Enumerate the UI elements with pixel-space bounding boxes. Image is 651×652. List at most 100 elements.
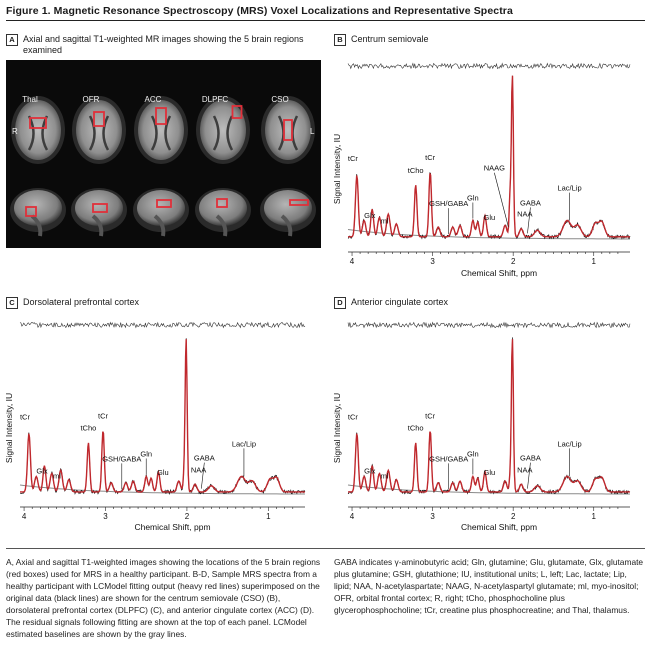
fit-line [348, 339, 630, 493]
peak-label: GABA [194, 454, 215, 463]
panel-b-letter: B [334, 34, 346, 46]
peak-label: GABA [520, 454, 541, 463]
axial-brain [15, 100, 61, 160]
x-axis-title: Chemical Shift, ppm [134, 522, 210, 532]
x-tick-label: 3 [103, 512, 108, 521]
x-tick-label: 4 [350, 512, 355, 521]
region-label: Thal [22, 95, 38, 104]
x-tick-label: 2 [511, 512, 516, 521]
peak-label: tCho [408, 166, 424, 175]
voxel-box [283, 119, 293, 141]
panel-b-title: Centrum semiovale [351, 34, 429, 44]
axial-ventricles [212, 115, 234, 151]
peak-label: GSH/GABA [102, 454, 141, 463]
region-label: CSO [271, 95, 288, 104]
x-axis-title: Chemical Shift, ppm [461, 268, 537, 278]
axial-ventricles [88, 115, 110, 151]
baseline-line [347, 229, 630, 240]
panel-d-title: Anterior cingulate cortex [351, 297, 449, 307]
x-tick-label: 2 [185, 512, 190, 521]
peak-label: tCho [408, 424, 424, 433]
panel-c-letter: C [6, 297, 18, 309]
peak-leader [494, 172, 509, 227]
peak-label: tCho [80, 424, 96, 433]
region-label: OFR [83, 95, 100, 104]
panel-c-header: C Dorsolateral prefrontal cortex [6, 297, 139, 309]
brainstem [91, 214, 104, 237]
peak-label: NAAG [484, 164, 505, 173]
region-label: ACC [145, 95, 162, 104]
peak-label: GABA [520, 198, 541, 207]
peak-leader [527, 207, 531, 234]
x-tick-label: 1 [266, 512, 271, 521]
peak-label: Gln [467, 194, 479, 203]
x-tick-label: 2 [511, 257, 516, 266]
peak-label: ml [53, 472, 61, 481]
peak-label: tCr [348, 412, 359, 421]
panel-b-header: B Centrum semiovale [334, 34, 429, 46]
voxel-box [155, 107, 167, 125]
panel-c-title: Dorsolateral prefrontal cortex [23, 297, 140, 307]
side-right-label: R [12, 127, 18, 136]
voxel-box [92, 203, 108, 213]
peak-label: Glx [36, 467, 48, 476]
panel-d-header: D Anterior cingulate cortex [334, 297, 448, 309]
caption-divider [6, 548, 645, 549]
peak-label: Gln [467, 449, 479, 458]
peak-leader [201, 462, 205, 489]
sagittal-brain [199, 190, 247, 226]
x-axis-title: Chemical Shift, ppm [461, 522, 537, 532]
region-label: DLPFC [202, 95, 228, 104]
panel-a-letter: A [6, 34, 18, 46]
peak-leader [527, 462, 531, 489]
brainstem [280, 214, 293, 237]
peak-label: GSH/GABA [429, 454, 468, 463]
residual-line [347, 62, 631, 70]
peak-label: Lac/Lip [232, 439, 256, 448]
panel-d-letter: D [334, 297, 346, 309]
sagittal-brain [137, 190, 185, 226]
x-tick-label: 1 [592, 512, 597, 521]
peak-label: tCr [98, 411, 109, 420]
panel-a-header: A Axial and sagittal T1-weighted MR imag… [6, 34, 316, 56]
caption-left: A, Axial and sagittal T1-weighted images… [6, 557, 321, 639]
panel-a-title: Axial and sagittal T1-weighted MR images… [23, 34, 304, 55]
voxel-box [93, 111, 105, 127]
brainstem [30, 214, 43, 237]
x-tick-label: 3 [430, 257, 435, 266]
peak-label: ml [381, 472, 389, 481]
sagittal-brain [14, 190, 62, 226]
peak-label: Glu [157, 468, 169, 477]
fit-line [348, 75, 630, 238]
panel-b-spectrum: tCrGlxmltChotCrGSH/GABAGlnGluNAAGNAAGABA… [332, 62, 631, 278]
peak-label: tCr [348, 154, 359, 163]
x-tick-label: 1 [592, 257, 597, 266]
axial-brain [265, 100, 311, 160]
baseline-line [347, 484, 630, 495]
peak-label: NAA [517, 465, 532, 474]
peak-label: Glx [364, 467, 376, 476]
sagittal-brain [264, 190, 312, 226]
voxel-box [289, 199, 309, 206]
residual-line [19, 321, 306, 329]
x-tick-label: 4 [22, 512, 27, 521]
mri-image-grid: Thal OFR ACC DLPFC CSO R L [6, 60, 321, 248]
y-axis-title: Signal Intensity, IU [4, 393, 14, 463]
axial-brain [138, 100, 184, 160]
peak-label: ml [381, 216, 389, 225]
y-axis-title: Signal Intensity, IU [332, 393, 342, 463]
peak-label: NAA [517, 210, 532, 219]
side-left-label: L [310, 127, 315, 136]
peak-label: GSH/GABA [429, 199, 468, 208]
x-tick-label: 3 [430, 512, 435, 521]
mri-images: Thal OFR ACC DLPFC CSO R L [10, 95, 316, 237]
axial-brain [76, 100, 122, 160]
figure-title: Figure 1. Magnetic Resonance Spectroscop… [6, 5, 513, 17]
residual-line [347, 321, 631, 329]
peak-label: Gln [140, 449, 152, 458]
peak-label: tCr [20, 412, 31, 421]
voxel-box [25, 206, 37, 217]
brainstem [153, 214, 166, 237]
axial-brain [200, 100, 246, 160]
